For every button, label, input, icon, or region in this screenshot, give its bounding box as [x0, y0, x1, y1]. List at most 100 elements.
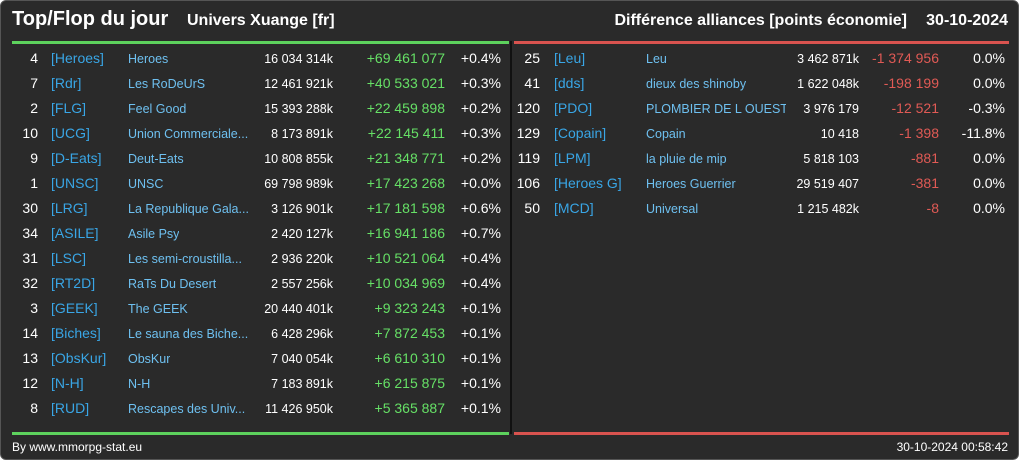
percent-change: 0.0%	[973, 50, 1005, 66]
alliance-tag[interactable]: [LRG]	[51, 200, 88, 216]
points-difference: +21 348 771	[366, 150, 445, 166]
alliance-name[interactable]: N-H	[128, 377, 151, 391]
generated-timestamp: 30-10-2024 00:58:42	[896, 440, 1008, 454]
alliance-name[interactable]: La Republique Gala...	[128, 202, 249, 216]
alliance-rank: 10	[22, 125, 38, 141]
alliance-tag[interactable]: [RUD]	[51, 400, 90, 416]
alliance-points: 10 418	[820, 127, 859, 141]
alliance-name[interactable]: PLOMBIER DE L OUEST	[646, 102, 786, 116]
alliance-rank: 106	[516, 175, 540, 191]
alliance-tag[interactable]: [UNSC]	[51, 175, 99, 191]
alliance-tag[interactable]: [PDO]	[554, 100, 593, 116]
percent-change: +0.1%	[460, 375, 501, 391]
alliance-tag[interactable]: [Biches]	[51, 325, 101, 341]
alliance-name[interactable]: Heroes Guerrier	[646, 177, 736, 191]
alliance-name[interactable]: Copain	[646, 127, 686, 141]
alliance-tag[interactable]: [LSC]	[51, 250, 87, 266]
percent-change: +0.1%	[460, 400, 501, 416]
percent-change: 0.0%	[973, 175, 1005, 191]
alliance-tag[interactable]: [LPM]	[554, 150, 591, 166]
alliance-tag[interactable]: [RT2D]	[51, 275, 96, 291]
flop-row: 25 [Leu] Leu 3 462 871k -1 374 956 0.0%	[514, 47, 1009, 72]
column-divider	[510, 41, 512, 434]
alliance-name[interactable]: The GEEK	[128, 302, 188, 316]
points-difference: +7 872 453	[374, 325, 445, 341]
alliance-name[interactable]: Deut-Eats	[128, 152, 184, 166]
top-row: 4 [Heroes] Heroes 16 034 314k +69 461 077 +0.…	[12, 47, 509, 72]
percent-change: -0.3%	[968, 100, 1005, 116]
alliance-name[interactable]: Leu	[646, 52, 667, 66]
alliance-points: 2 557 256k	[271, 277, 333, 291]
alliance-rank: 9	[30, 150, 38, 166]
percent-change: +0.4%	[460, 275, 501, 291]
alliance-name[interactable]: Rescapes des Univ...	[128, 402, 246, 416]
alliance-points: 11 426 950k	[265, 402, 333, 416]
percent-change: 0.0%	[973, 200, 1005, 216]
alliance-tag[interactable]: [MCD]	[554, 200, 594, 216]
alliance-tag[interactable]: [GEEK]	[51, 300, 98, 316]
percent-change: +0.4%	[460, 250, 501, 266]
alliance-name[interactable]: Feel Good	[128, 102, 187, 116]
top-row: 10 [UCG] Union Commerciale... 8 173 891k +22…	[12, 122, 509, 147]
alliance-tag[interactable]: [ASILE]	[51, 225, 99, 241]
points-difference: +10 034 969	[366, 275, 445, 291]
alliance-tag[interactable]: [N-H]	[51, 375, 84, 391]
alliance-tag[interactable]: [Heroes]	[51, 50, 104, 66]
alliance-name[interactable]: Asile Psy	[128, 227, 180, 241]
percent-change: +0.1%	[460, 350, 501, 366]
alliance-tag[interactable]: [Rdr]	[51, 75, 82, 91]
alliance-tag[interactable]: [ObsKur]	[51, 350, 107, 366]
alliance-points: 7 183 891k	[271, 377, 333, 391]
alliance-name[interactable]: Les semi-croustilla...	[128, 252, 242, 266]
alliance-rank: 7	[30, 75, 38, 91]
alliance-name[interactable]: RaTs Du Desert	[128, 277, 217, 291]
alliance-tag[interactable]: [Heroes G]	[554, 175, 622, 191]
percent-change: +0.1%	[460, 300, 501, 316]
points-difference: +22 459 898	[366, 100, 445, 116]
top-accent-bar	[12, 41, 509, 44]
flop-list: 25 [Leu] Leu 3 462 871k -1 374 956 0.0% 41 [dds…	[514, 41, 1009, 435]
header: Top/Flop du jour Univers Xuange [fr] Dif…	[1, 1, 1018, 41]
percent-change: 0.0%	[973, 150, 1005, 166]
alliance-rank: 32	[22, 275, 38, 291]
flop-row: 41 [dds] dieux des shinoby 1 622 048k -198 1…	[514, 72, 1009, 97]
alliance-tag[interactable]: [D-Eats]	[51, 150, 102, 166]
alliance-points: 12 461 921k	[264, 77, 333, 91]
top-row: 31 [LSC] Les semi-croustilla... 2 936 220k +…	[12, 247, 509, 272]
alliance-name[interactable]: la pluie de mip	[646, 152, 727, 166]
alliance-tag[interactable]: [UCG]	[51, 125, 90, 141]
percent-change: 0.0%	[973, 75, 1005, 91]
alliance-name[interactable]: Heroes	[128, 52, 169, 66]
alliance-name[interactable]: Le sauna des Biche...	[128, 327, 249, 341]
alliance-tag[interactable]: [dds]	[554, 75, 585, 91]
percent-change: +0.3%	[460, 125, 501, 141]
top-accent-bar-bottom	[12, 432, 509, 435]
alliance-rank: 1	[30, 175, 38, 191]
alliance-name[interactable]: Union Commerciale...	[128, 127, 249, 141]
alliance-tag[interactable]: [Leu]	[554, 50, 586, 66]
credit-link[interactable]: By www.mmorpg-stat.eu	[12, 440, 143, 454]
flop-accent-bar	[514, 41, 1009, 44]
alliance-rank: 14	[22, 325, 38, 341]
alliance-name[interactable]: UNSC	[128, 177, 164, 191]
alliance-points: 7 040 054k	[271, 352, 333, 366]
universe-label: Univers Xuange [fr]	[187, 12, 335, 29]
flop-row: 119 [LPM] la pluie de mip 5 818 103 -881 0.0%	[514, 147, 1009, 172]
points-difference: -881	[910, 150, 939, 166]
alliance-points: 29 519 407	[796, 177, 859, 191]
flop-row: 106 [Heroes G] Heroes Guerrier 29 519 407 -3…	[514, 172, 1009, 197]
alliance-name[interactable]: Les RoDeUrS	[128, 77, 206, 91]
alliance-name[interactable]: Universal	[646, 202, 699, 216]
alliance-name[interactable]: dieux des shinoby	[646, 77, 747, 91]
alliance-points: 3 462 871k	[797, 52, 859, 66]
report-date: 30-10-2024	[926, 12, 1008, 29]
alliance-name[interactable]: ObsKur	[128, 352, 171, 366]
alliance-tag[interactable]: [Copain]	[554, 125, 607, 141]
percent-change: +0.7%	[460, 225, 501, 241]
alliance-rank: 34	[22, 225, 38, 241]
alliance-rank: 31	[22, 250, 38, 266]
top-row: 1 [UNSC] UNSC 69 798 989k +17 423 268 +0.0%	[12, 172, 509, 197]
alliance-rank: 120	[516, 100, 540, 116]
alliance-tag[interactable]: [FLG]	[51, 100, 87, 116]
points-difference: +69 461 077	[366, 50, 445, 66]
